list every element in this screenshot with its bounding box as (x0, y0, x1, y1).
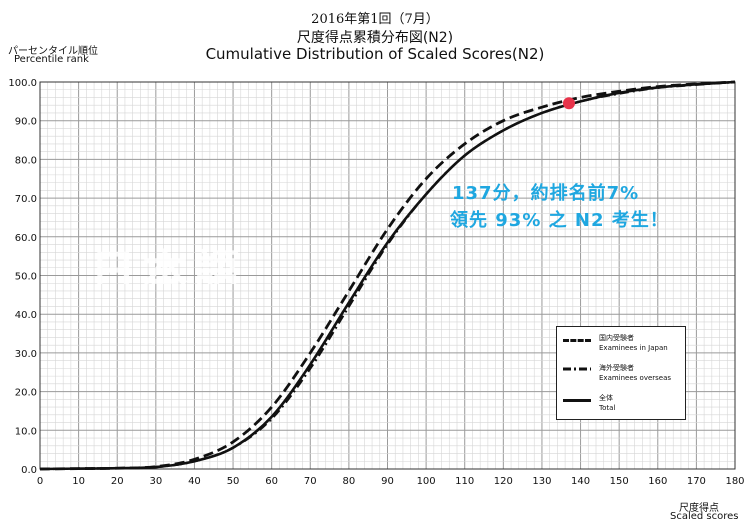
x-tick-label: 120 (494, 476, 513, 487)
x-tick-label: 80 (343, 476, 356, 487)
y-axis-label-en: Percentile rank (14, 54, 89, 65)
annotation-line-1: 137分，約排名前7% (452, 183, 640, 204)
x-tick-label: 90 (381, 476, 394, 487)
series-line-dashed (39, 80, 736, 471)
y-tick-label: 90.0 (15, 117, 37, 128)
chart-legend: 国内受験者 Examinees in Japan 海外受験者 Examinees… (556, 326, 686, 420)
legend-label-ja: 国内受験者 (599, 334, 634, 342)
series-line-solid (39, 80, 736, 471)
x-tick-label: 150 (610, 476, 629, 487)
score-marker (562, 97, 575, 110)
y-tick-label: 80.0 (15, 155, 37, 166)
y-tick-label: 60.0 (15, 233, 37, 244)
chart-title-en: Cumulative Distribution of Scaled Scores… (205, 45, 545, 63)
x-axis-label-ja: 尺度得点 (679, 503, 719, 514)
x-tick-label: 110 (455, 476, 474, 487)
chart-grid (39, 81, 736, 470)
x-tick-label: 0 (37, 476, 43, 487)
x-tick-label: 10 (72, 476, 85, 487)
y-tick-label: 0.0 (21, 465, 37, 476)
x-tick-label: 60 (265, 476, 278, 487)
x-tick-label: 100 (417, 476, 436, 487)
y-tick-label: 30.0 (15, 349, 37, 360)
y-tick-label: 100.0 (8, 78, 37, 89)
x-tick-label: 140 (571, 476, 590, 487)
x-tick-label: 170 (687, 476, 706, 487)
y-tick-label: 50.0 (15, 272, 37, 283)
legend-label-ja: 全体 (599, 394, 613, 402)
y-tick-label: 70.0 (15, 194, 37, 205)
legend-swatch-dashdot (563, 367, 591, 371)
x-axis-label-en: Scaled scores (670, 511, 739, 522)
chart-tick-labels: 0 10 20 30 40 50 60 70 80 90 100 110 120 130 140 150 160… (8, 78, 744, 487)
legend-label-en: Total (599, 404, 616, 412)
legend-item-japan: 国内受験者 Examinees in Japan (563, 333, 683, 359)
exam-date: 2016年第1回（7月） (311, 12, 439, 27)
y-tick-label: 20.0 (15, 388, 37, 399)
x-tick-label: 70 (304, 476, 317, 487)
legend-swatch-dashed (563, 339, 591, 342)
legend-item-total: 全体 Total (563, 393, 683, 419)
x-tick-label: 40 (188, 476, 201, 487)
chart-series (39, 80, 736, 471)
x-tick-label: 130 (532, 476, 551, 487)
legend-label-ja: 海外受験者 (599, 364, 634, 372)
x-tick-label: 50 (227, 476, 240, 487)
x-tick-label: 180 (725, 476, 744, 487)
x-tick-label: 30 (149, 476, 162, 487)
chart-title-ja: 尺度得点累積分布図(N2) (296, 30, 454, 46)
y-axis-label-ja: パーセンタイル順位 (8, 46, 98, 57)
watermark-text: 日本語 (90, 245, 246, 284)
chart-marker (562, 97, 575, 110)
y-tick-label: 40.0 (15, 310, 37, 321)
legend-swatch-solid (563, 399, 591, 402)
legend-item-overseas: 海外受験者 Examinees overseas (563, 363, 683, 389)
legend-label-en: Examinees overseas (599, 374, 672, 382)
x-tick-label: 20 (111, 476, 124, 487)
x-tick-label: 160 (648, 476, 667, 487)
y-tick-label: 10.0 (15, 426, 37, 437)
plot-frame (39, 81, 736, 470)
legend-label-en: Examinees in Japan (599, 344, 668, 352)
annotation-line-2: 領先 93% 之 N2 考生！ (450, 210, 669, 231)
